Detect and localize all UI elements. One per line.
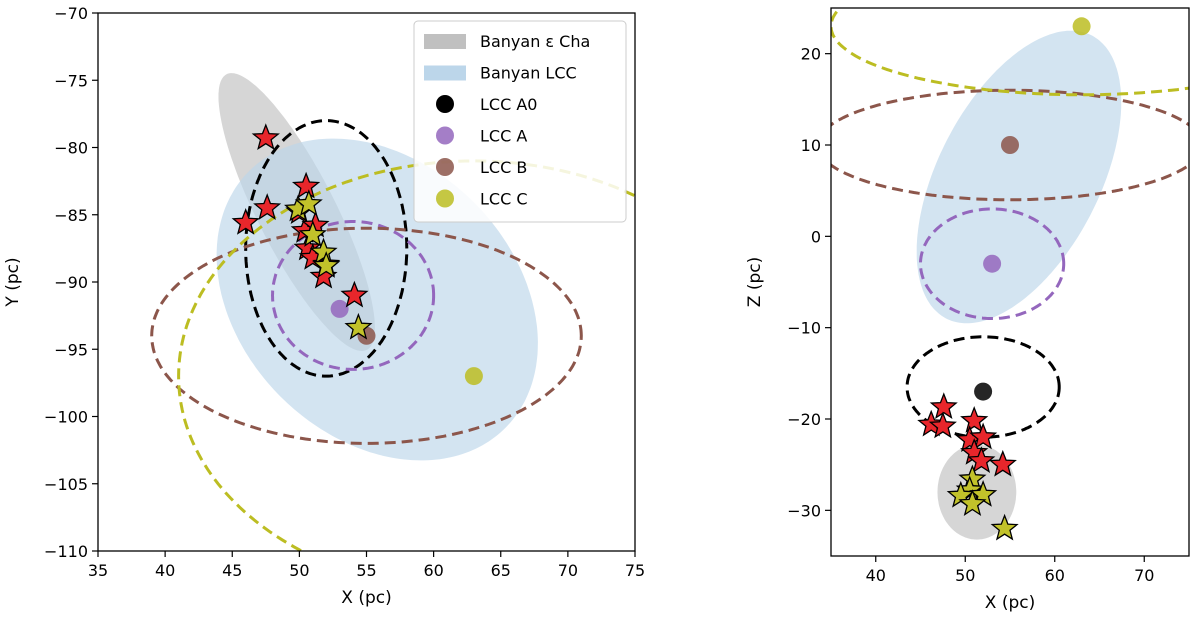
group-ellipse-b xyxy=(150,226,583,445)
y-tick-label: −100 xyxy=(44,408,88,427)
y-tick-label: −105 xyxy=(44,475,88,494)
star-yellow-point xyxy=(294,189,323,216)
legend-marker xyxy=(436,158,454,176)
star-red-point xyxy=(928,411,957,439)
x-tick-label: 70 xyxy=(1134,566,1154,585)
star-red-point xyxy=(340,280,369,308)
panel-xy: 35 40 45 50 55 60 65 70 75 −110 −105 −100 −95 −90 −85 −… xyxy=(3,4,645,608)
legend-box xyxy=(413,20,627,223)
y-tick-label: −75 xyxy=(54,71,88,90)
x-tick-label: 65 xyxy=(491,561,511,580)
y-tick-label: 0 xyxy=(811,227,821,246)
star-red-point xyxy=(967,446,996,473)
star-yellow-point xyxy=(344,312,373,340)
star-red-point xyxy=(969,422,998,450)
x-tick-label: 50 xyxy=(955,566,975,585)
legend-label: Banyan LCC xyxy=(480,64,577,83)
legend-label: LCC A0 xyxy=(480,95,537,114)
star-red-point xyxy=(253,193,282,220)
x-tick-label: 50 xyxy=(289,561,309,580)
x-tick-label: 35 xyxy=(88,561,108,580)
axes-frame xyxy=(830,7,1190,557)
group-center-c xyxy=(464,367,483,386)
y-tick-label: 10 xyxy=(801,136,821,155)
x-axis-label: X (pc) xyxy=(341,588,391,608)
legend-marker xyxy=(436,95,454,113)
star-red-point xyxy=(929,392,958,420)
y-tick-label: −110 xyxy=(44,542,88,561)
y-tick-label: −95 xyxy=(54,340,88,359)
star-yellow-point xyxy=(958,489,987,516)
group-ellipse-a0 xyxy=(244,119,409,378)
x-tick-label: 45 xyxy=(222,561,242,580)
star-red-point xyxy=(988,449,1017,477)
group-ellipse-b xyxy=(831,88,1189,202)
banyan-ellipse-lcc xyxy=(916,30,1122,324)
group-ellipse-a0 xyxy=(905,335,1061,439)
legend-marker xyxy=(436,126,454,145)
x-tick-label: 40 xyxy=(155,561,175,580)
y-tick-label: −70 xyxy=(54,4,88,23)
y-tick-label: −85 xyxy=(54,206,88,225)
panel-xz: 40 50 60 70 −30 −20 −10 0 10 20 X (pc) Z (pc) xyxy=(745,7,1190,613)
star-red-point xyxy=(291,171,321,199)
y-tick-label: −90 xyxy=(54,273,88,292)
legend-swatch xyxy=(424,34,466,49)
legend-label: Banyan ε Cha xyxy=(480,32,590,51)
star-yellow-point xyxy=(312,251,341,278)
group-ellipse-c xyxy=(177,159,635,551)
x-tick-label: 60 xyxy=(1045,566,1065,585)
y-tick-label: 20 xyxy=(801,45,821,64)
y-tick-label: −20 xyxy=(787,410,821,429)
x-tick-label: 75 xyxy=(625,561,645,580)
legend-label: LCC C xyxy=(480,190,528,209)
x-tick-label: 40 xyxy=(866,566,886,585)
star-yellow-point xyxy=(990,513,1019,541)
star-red-point xyxy=(251,123,280,151)
group-center-a xyxy=(330,299,349,318)
legend-label: LCC A xyxy=(480,127,527,146)
x-tick-label: 60 xyxy=(423,561,443,580)
plot-area xyxy=(831,8,1189,541)
x-axis-label: X (pc) xyxy=(985,593,1035,613)
legend-marker xyxy=(436,189,454,208)
x-tick-label: 70 xyxy=(558,561,578,580)
x-tick-label: 55 xyxy=(356,561,376,580)
legend: Banyan ε Cha Banyan LCC LCC A0 LCC A LCC B LC… xyxy=(413,20,627,223)
star-red-point xyxy=(960,406,989,433)
y-axis-label: Y (pc) xyxy=(3,257,23,307)
y-tick-label: −80 xyxy=(54,139,88,158)
group-center-a0 xyxy=(974,382,993,401)
star-yellow-point xyxy=(298,220,327,247)
y-axis-label: Z (pc) xyxy=(745,257,765,307)
group-center-c xyxy=(1072,17,1091,36)
group-center-a xyxy=(983,254,1002,273)
group-ellipse-a xyxy=(270,220,436,371)
legend-swatch xyxy=(424,65,466,81)
group-center-b xyxy=(1001,136,1019,154)
y-tick-label: −30 xyxy=(787,501,821,520)
y-tick-label: −10 xyxy=(787,319,821,338)
star-red-point xyxy=(231,208,260,235)
legend-label: LCC B xyxy=(480,158,527,177)
